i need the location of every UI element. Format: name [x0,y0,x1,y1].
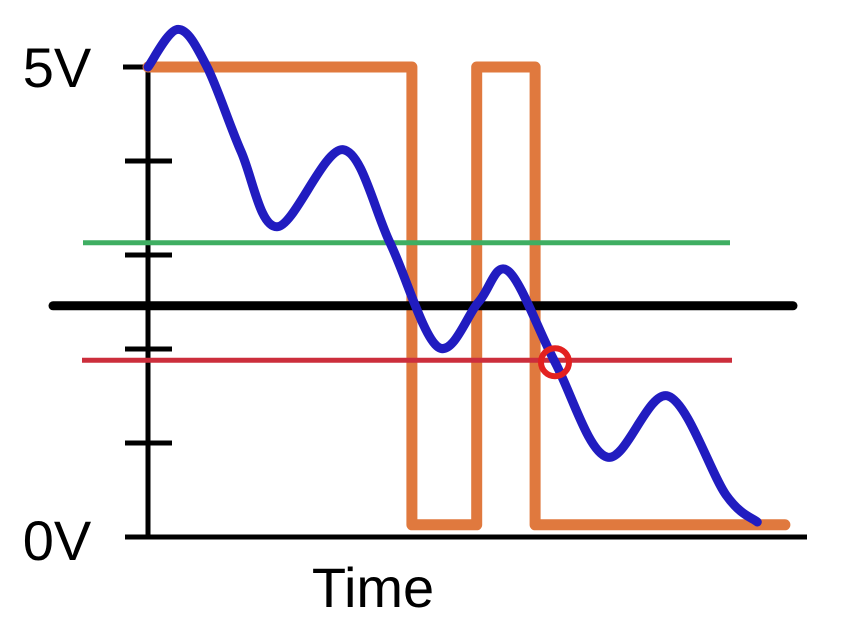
digital-output-wave [142,61,791,531]
analog-signal-curve [143,24,762,527]
y-axis-bottom-label: 0V [23,509,92,572]
y-axis-top-label: 5V [23,36,92,99]
y-axis-ticks [123,64,172,446]
trigger-point-marker [538,345,572,380]
x-axis-label: Time [312,556,434,618]
